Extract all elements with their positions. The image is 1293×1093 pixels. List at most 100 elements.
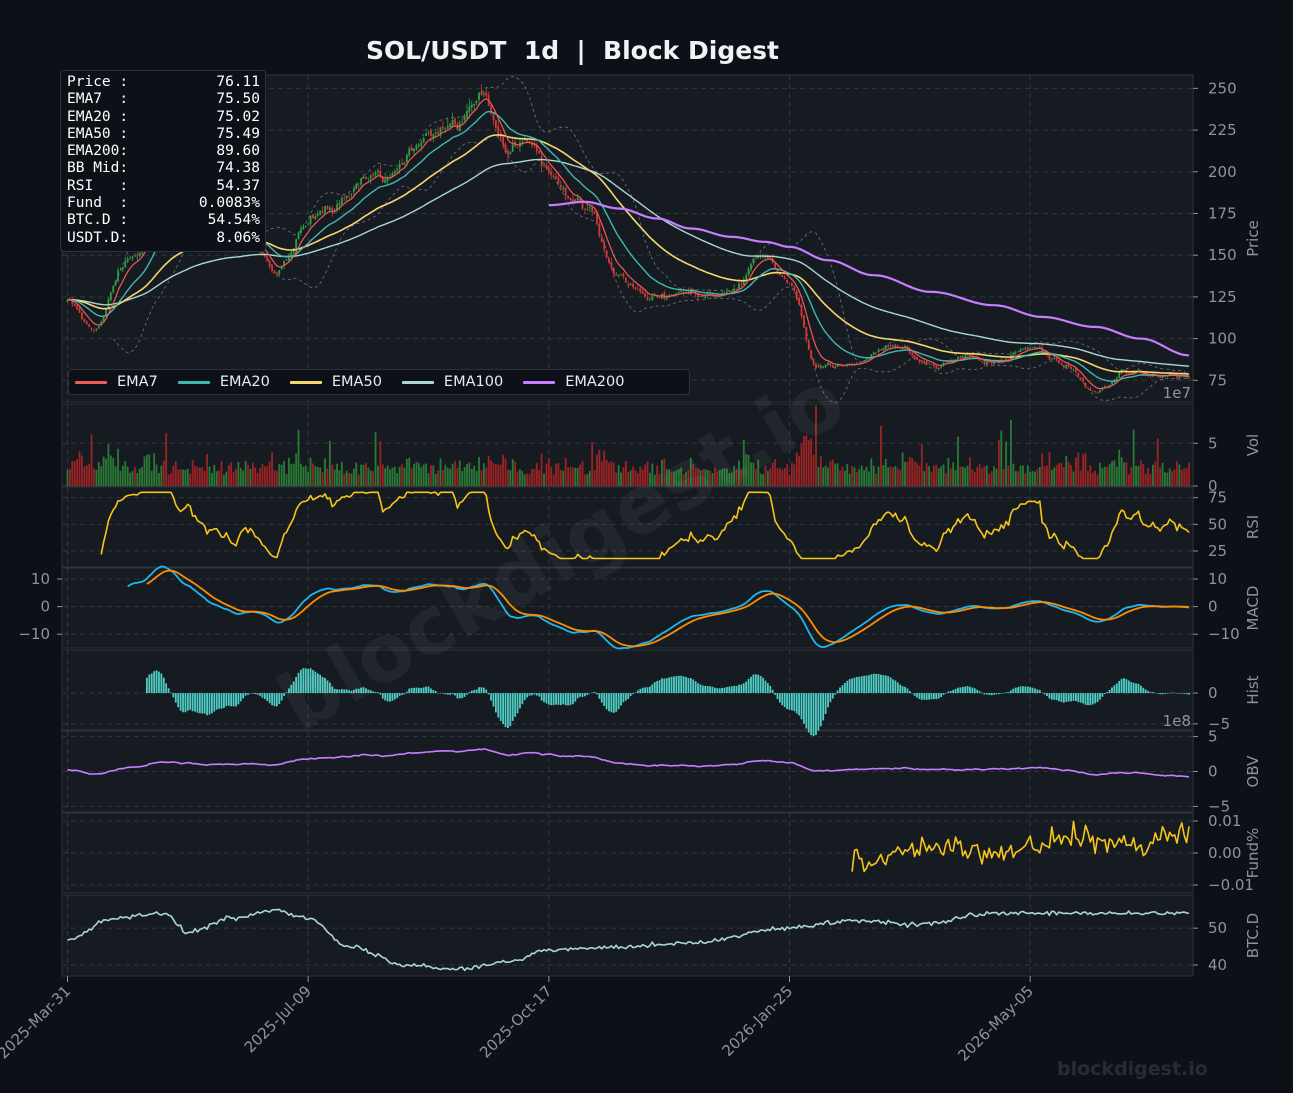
volume-bar bbox=[254, 467, 257, 486]
candle-body bbox=[384, 179, 387, 183]
volume-bar bbox=[682, 474, 685, 486]
volume-bar bbox=[733, 465, 736, 486]
volume-bar bbox=[511, 459, 514, 486]
volume-bar bbox=[1087, 470, 1089, 486]
candle-body bbox=[1055, 357, 1058, 360]
histogram-bar bbox=[350, 690, 353, 694]
candle-body bbox=[466, 111, 468, 119]
volume-bar bbox=[670, 471, 673, 486]
volume-bar bbox=[143, 456, 146, 486]
rsi-line bbox=[100, 491, 1190, 560]
candle-body bbox=[701, 295, 704, 297]
volume-bar bbox=[283, 461, 285, 486]
volume-bar bbox=[911, 458, 914, 486]
volume-bar bbox=[870, 458, 873, 486]
candle-body bbox=[581, 202, 584, 209]
candle-body bbox=[266, 256, 269, 262]
candle-body bbox=[442, 126, 444, 129]
volume-bar bbox=[906, 461, 909, 486]
histogram-bar bbox=[1185, 693, 1188, 695]
volume-bar bbox=[533, 469, 536, 486]
histogram-bar bbox=[290, 684, 293, 694]
candle-body bbox=[485, 92, 488, 96]
candle-body bbox=[670, 294, 673, 296]
volume-bar bbox=[76, 458, 79, 486]
candle-body bbox=[1079, 377, 1082, 379]
volume-bar bbox=[519, 469, 521, 486]
volume-bar bbox=[872, 465, 875, 486]
candle-body bbox=[410, 147, 413, 151]
volume-bar bbox=[1144, 473, 1147, 486]
histogram-bar bbox=[454, 693, 456, 696]
candle-body bbox=[855, 363, 858, 364]
volume-bar bbox=[880, 425, 882, 486]
histogram-bar bbox=[1019, 686, 1022, 694]
candle-body bbox=[1094, 391, 1097, 392]
candle-body bbox=[350, 194, 353, 195]
candle-body bbox=[644, 293, 646, 298]
candle-body bbox=[877, 350, 880, 352]
histogram-bar bbox=[875, 673, 878, 694]
histogram-bar bbox=[162, 677, 165, 694]
y-tick-label: 50 bbox=[1208, 919, 1227, 937]
candle-body bbox=[473, 103, 476, 106]
histogram-bar bbox=[615, 693, 618, 712]
volume-bar bbox=[369, 470, 372, 486]
volume-bar bbox=[894, 465, 897, 486]
candle-body bbox=[1087, 387, 1089, 389]
histogram-bar bbox=[194, 693, 196, 712]
histogram-bar bbox=[685, 676, 687, 694]
volume-bar bbox=[764, 465, 767, 486]
histogram-bar bbox=[312, 669, 314, 694]
volume-bar bbox=[1161, 462, 1164, 486]
volume-bar bbox=[1000, 430, 1003, 486]
candle-body bbox=[728, 291, 731, 293]
histogram-bar bbox=[961, 686, 964, 694]
histogram-bar bbox=[932, 693, 935, 700]
candle-body bbox=[328, 207, 331, 211]
volume-bar bbox=[916, 463, 918, 486]
volume-bar bbox=[408, 457, 411, 486]
y-tick-label: 0 bbox=[1208, 477, 1218, 495]
volume-bar bbox=[1149, 473, 1152, 486]
candle-body bbox=[521, 142, 524, 144]
candle-body bbox=[273, 271, 276, 274]
volume-bar bbox=[162, 460, 165, 486]
histogram-bar bbox=[206, 693, 208, 716]
y-axis-label: OBV bbox=[1244, 755, 1262, 788]
histogram-bar bbox=[1062, 693, 1065, 703]
histogram-bar bbox=[988, 693, 991, 695]
histogram-bar bbox=[853, 677, 856, 694]
volume-bar bbox=[995, 468, 998, 486]
volume-bar bbox=[271, 452, 273, 486]
volume-bar bbox=[377, 465, 379, 486]
histogram-bar bbox=[1156, 693, 1159, 694]
histogram-bar bbox=[846, 680, 849, 694]
volume-bar bbox=[1135, 465, 1137, 486]
volume-bar bbox=[304, 465, 307, 486]
histogram-bar bbox=[444, 693, 447, 695]
histogram-bar bbox=[271, 693, 273, 706]
candle-body bbox=[1123, 370, 1125, 371]
candle-body bbox=[444, 128, 447, 130]
histogram-bar bbox=[1120, 678, 1123, 694]
histogram-bar bbox=[1014, 687, 1017, 694]
histogram-bar bbox=[596, 693, 598, 695]
candle-body bbox=[624, 277, 627, 283]
y-tick-label: 175 bbox=[1208, 204, 1237, 222]
info-label: RSI : bbox=[67, 177, 129, 194]
volume-bar bbox=[624, 461, 627, 486]
candle-body bbox=[268, 261, 271, 267]
histogram-bar bbox=[494, 693, 497, 713]
candle-body bbox=[523, 139, 526, 141]
volume-bar bbox=[615, 472, 618, 486]
volume-bar bbox=[957, 436, 959, 486]
histogram-bar bbox=[523, 693, 526, 701]
histogram-bar bbox=[636, 690, 639, 694]
histogram-bar bbox=[742, 683, 745, 694]
histogram-bar bbox=[516, 693, 519, 714]
volume-bar bbox=[983, 466, 986, 486]
histogram-bar bbox=[892, 679, 894, 694]
info-label: EMA20 : bbox=[67, 108, 129, 125]
histogram-bar bbox=[699, 684, 702, 694]
